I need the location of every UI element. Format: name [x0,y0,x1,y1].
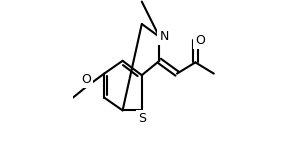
Text: O: O [81,73,91,86]
Text: S: S [138,112,146,125]
Text: N: N [159,30,169,43]
Text: O: O [195,33,205,47]
